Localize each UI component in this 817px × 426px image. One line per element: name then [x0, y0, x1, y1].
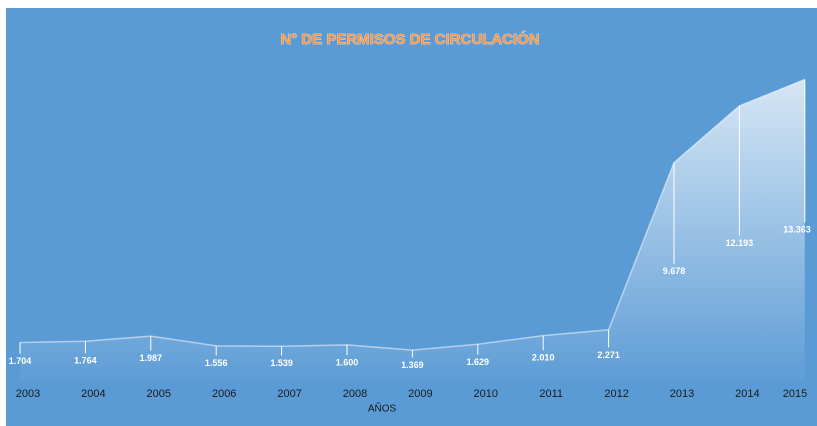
x-axis-label: AÑOS — [368, 402, 397, 415]
value-label: 2.010 — [532, 353, 555, 363]
x-tick-label: 2010 — [474, 388, 498, 400]
value-label: 1.369 — [401, 360, 424, 370]
x-tick-label: 2004 — [81, 388, 105, 400]
value-label: 12.193 — [726, 238, 754, 248]
x-tick-label: 2015 — [783, 388, 807, 400]
value-label: 13.363 — [783, 225, 811, 235]
x-tick-label: 2011 — [539, 388, 563, 400]
value-label: 1.629 — [467, 357, 490, 367]
x-tick-label: 2008 — [343, 388, 367, 400]
value-label: 1.704 — [9, 356, 32, 366]
x-tick-label: 2013 — [670, 388, 694, 400]
x-tick-label: 2012 — [604, 388, 628, 400]
value-label: 1.539 — [270, 358, 293, 368]
x-tick-label: 2014 — [735, 388, 759, 400]
x-tick-label: 2006 — [212, 388, 236, 400]
value-label: 1.600 — [336, 357, 359, 367]
value-label: 1.556 — [205, 358, 228, 368]
x-tick-label: 2009 — [408, 388, 432, 400]
x-tick-label: 2003 — [16, 388, 40, 400]
value-label: 1.987 — [140, 353, 163, 363]
value-label: 9.678 — [663, 266, 686, 276]
x-tick-label: 2005 — [147, 388, 171, 400]
value-label: 1.764 — [74, 355, 97, 365]
chart-title: N° DE PERMISOS DE CIRCULACIÓN — [280, 30, 539, 48]
value-label: 2.271 — [597, 350, 620, 360]
x-tick-label: 2007 — [277, 388, 301, 400]
